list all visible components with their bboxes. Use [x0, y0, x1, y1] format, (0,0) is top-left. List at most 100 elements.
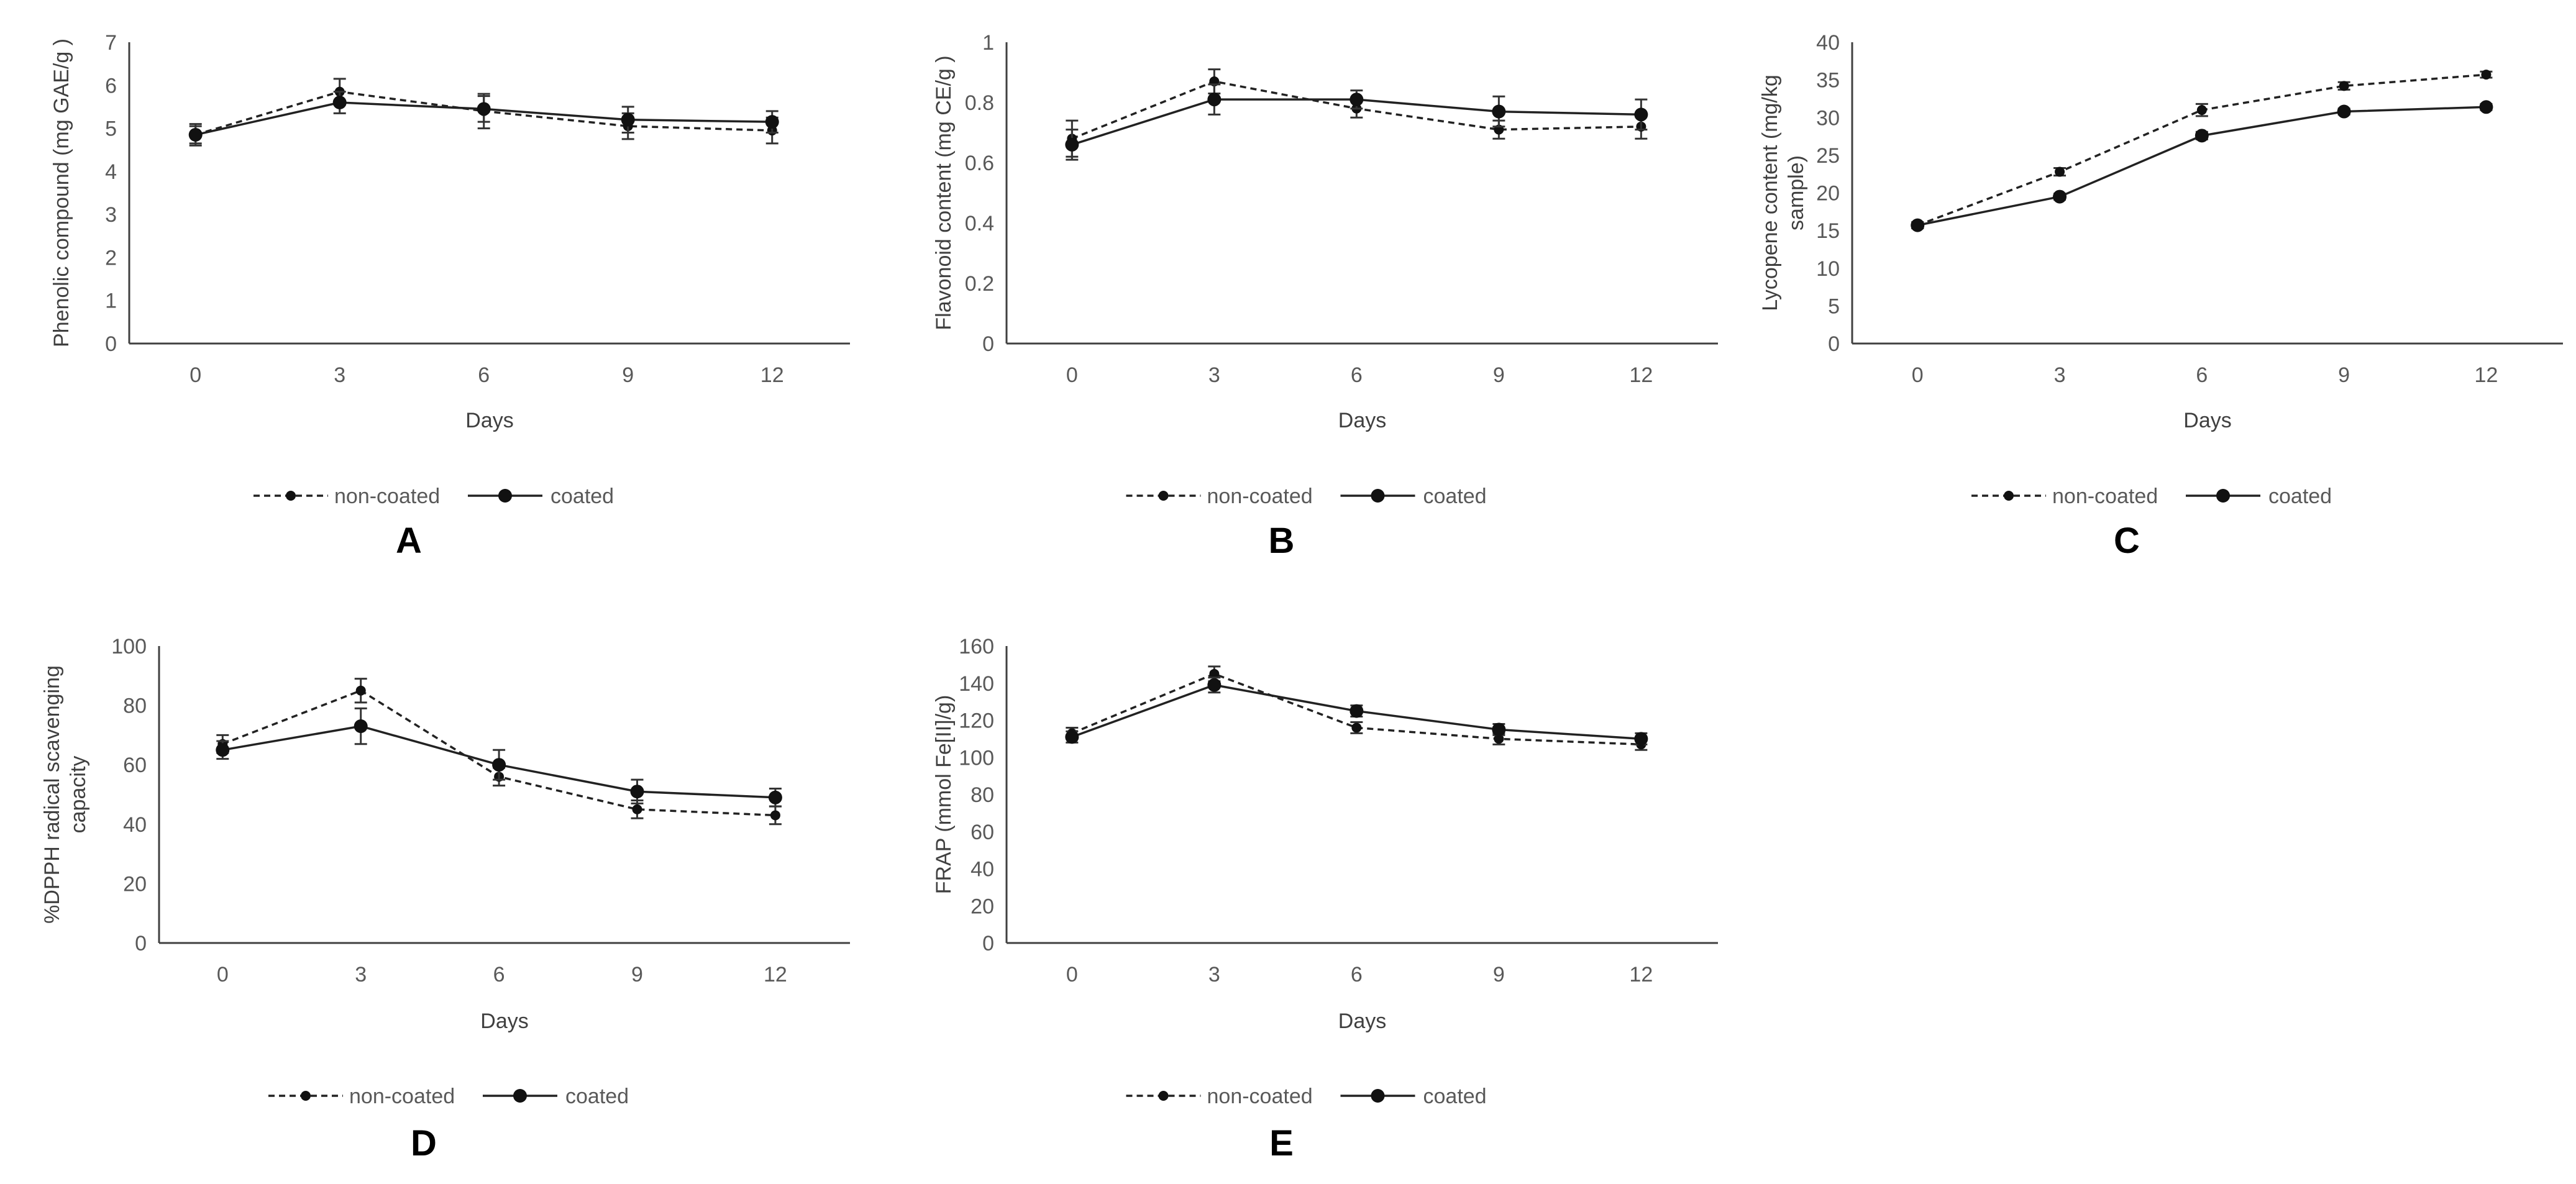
legend-label-noncoated: non-coated — [1207, 1085, 1313, 1108]
data-point-coated — [1350, 93, 1364, 107]
legend-marker-coated — [1371, 1089, 1385, 1103]
y-tick-label: 20 — [123, 872, 147, 896]
y-axis-title-line: capacity — [66, 756, 90, 834]
y-tick-label: 80 — [123, 694, 147, 718]
x-tick-label: 9 — [622, 363, 634, 387]
data-point-coated — [477, 102, 491, 116]
x-tick-label: 6 — [493, 963, 505, 986]
data-point-coated — [630, 785, 644, 799]
y-tick-label: 25 — [1816, 144, 1840, 168]
x-axis-title: Days — [1338, 1009, 1386, 1033]
y-tick-label: 5 — [105, 117, 117, 141]
data-point-noncoated — [632, 804, 642, 814]
y-tick-label: 5 — [1828, 294, 1840, 318]
y-tick-label: 0.8 — [965, 91, 994, 115]
data-point-coated — [768, 790, 782, 804]
data-point-coated — [354, 719, 368, 734]
panel-letter: D — [411, 1123, 437, 1164]
y-tick-label: 40 — [971, 858, 994, 881]
y-tick-label: 160 — [959, 635, 994, 658]
y-tick-label: 0 — [982, 332, 994, 356]
data-point-coated — [1065, 137, 1079, 152]
y-tick-label: 7 — [105, 31, 117, 55]
x-tick-label: 3 — [334, 363, 345, 387]
data-point-coated — [188, 127, 203, 142]
data-point-coated — [1207, 93, 1222, 107]
x-tick-label: 9 — [2338, 363, 2350, 387]
y-tick-label: 40 — [1816, 31, 1840, 55]
y-axis-title: FRAP (mmol Fe[II]/g) — [932, 695, 956, 895]
data-point-coated — [492, 758, 506, 772]
data-point-coated — [621, 112, 635, 127]
data-point-coated — [1634, 107, 1648, 122]
data-point-coated — [216, 743, 230, 757]
y-tick-label: 20 — [1816, 182, 1840, 206]
data-point-coated — [2195, 129, 2209, 143]
y-tick-label: 20 — [971, 895, 994, 918]
chart-panel-d: 0 20 40 60 80 100 0 3 6 9 12 Days %DPPH radical scav… — [40, 635, 850, 1164]
y-axis-title-line: %DPPH radical scavenging — [40, 665, 64, 924]
y-tick-label: 10 — [1816, 257, 1840, 281]
y-tick-label: 0 — [982, 932, 994, 955]
x-tick-label: 0 — [1066, 963, 1078, 986]
y-tick-label: 0 — [1828, 332, 1840, 356]
panel-letter: C — [2114, 521, 2140, 561]
legend-marker-noncoated — [1158, 491, 1169, 501]
legend-label-noncoated: non-coated — [1207, 485, 1313, 508]
series-line-noncoated — [1917, 73, 2487, 227]
y-tick-label: 40 — [123, 813, 147, 837]
data-point-coated — [1065, 730, 1079, 744]
y-tick-label: 60 — [123, 754, 147, 777]
data-point-noncoated — [2339, 81, 2349, 91]
data-point-noncoated — [1351, 722, 1362, 733]
x-axis-title: Days — [480, 1009, 528, 1033]
data-point-noncoated — [355, 685, 366, 696]
panel-letter: B — [1269, 521, 1295, 561]
x-tick-label: 12 — [764, 963, 787, 986]
x-tick-label: 3 — [355, 963, 367, 986]
x-tick-label: 6 — [478, 363, 490, 387]
y-tick-label: 0.6 — [965, 152, 994, 175]
legend-label-noncoated: non-coated — [2052, 485, 2158, 508]
y-tick-label: 60 — [971, 821, 994, 844]
legend-label-coated: coated — [2268, 485, 2332, 508]
x-tick-label: 12 — [1629, 963, 1653, 986]
panel-letter: A — [396, 521, 422, 561]
data-point-coated — [1911, 218, 1925, 232]
data-point-coated — [1350, 704, 1364, 718]
legend-label-noncoated: non-coated — [349, 1085, 455, 1108]
legend-marker-coated — [1371, 489, 1385, 503]
x-tick-label: 9 — [1493, 963, 1505, 986]
y-tick-label: 100 — [959, 746, 994, 770]
y-axis-title: Flavonoid content (mg CE/g ) — [932, 55, 956, 330]
data-point-noncoated — [770, 810, 780, 821]
y-tick-label: 140 — [959, 672, 994, 696]
data-point-noncoated — [1209, 668, 1220, 679]
data-point-coated — [2479, 100, 2493, 114]
y-tick-label: 0.4 — [965, 212, 994, 235]
x-tick-label: 9 — [1493, 363, 1505, 387]
x-tick-label: 0 — [190, 363, 201, 387]
y-tick-label: 1 — [105, 289, 117, 313]
legend-label-coated: coated — [550, 485, 614, 508]
legend-marker-noncoated — [301, 1091, 311, 1101]
y-tick-label: 0 — [105, 332, 117, 356]
y-tick-label: 3 — [105, 203, 117, 227]
legend-marker-noncoated — [1158, 1091, 1169, 1101]
legend-label-coated: coated — [1423, 1085, 1487, 1108]
x-tick-label: 6 — [1351, 963, 1363, 986]
y-tick-label: 6 — [105, 74, 117, 98]
legend-marker-coated — [2216, 489, 2230, 503]
panel-letter: E — [1269, 1123, 1294, 1164]
data-point-coated — [1207, 678, 1222, 692]
x-tick-label: 0 — [1912, 363, 1924, 387]
x-tick-label: 12 — [2475, 363, 2498, 387]
data-point-coated — [1492, 722, 1506, 737]
chart-panel-b: 0 0.2 0.4 0.6 0.8 1 0 3 6 9 12 Days Flavonoid conten… — [932, 31, 1718, 561]
chart-panel-e: 0 20 40 60 80 100 120 140 160 0 3 6 9 12 Days FRAP (mmo… — [932, 635, 1718, 1164]
data-point-coated — [765, 115, 779, 129]
x-tick-label: 12 — [1629, 363, 1653, 387]
legend-marker-noncoated — [2004, 491, 2014, 501]
x-tick-label: 3 — [1208, 963, 1220, 986]
legend-marker-coated — [513, 1089, 527, 1103]
